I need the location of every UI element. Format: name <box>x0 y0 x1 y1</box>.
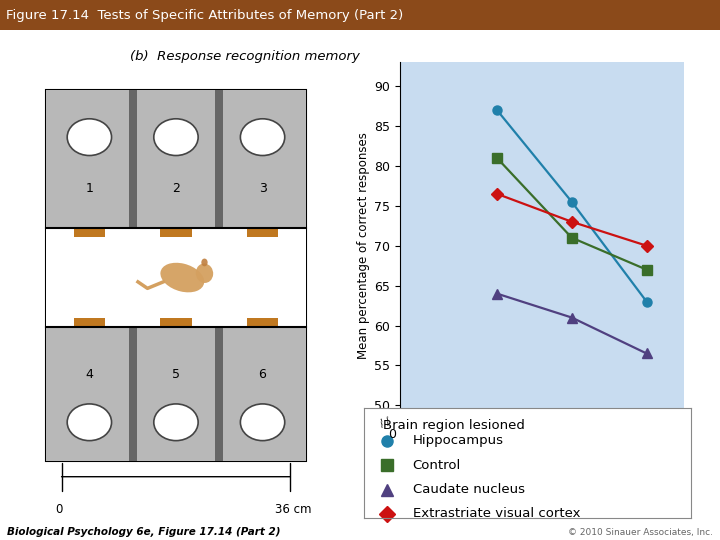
Bar <box>129 327 137 461</box>
Bar <box>215 327 223 461</box>
Text: 6: 6 <box>258 368 266 381</box>
Text: © 2010 Sinauer Associates, Inc.: © 2010 Sinauer Associates, Inc. <box>568 528 713 537</box>
Text: 0: 0 <box>388 428 396 441</box>
Bar <box>247 228 279 238</box>
Text: 2: 2 <box>172 183 180 195</box>
Bar <box>46 90 306 461</box>
Text: (b)  Response recognition memory: (b) Response recognition memory <box>130 50 359 63</box>
Bar <box>129 90 137 228</box>
Bar <box>160 318 192 327</box>
Bar <box>247 318 279 327</box>
Text: 4: 4 <box>86 368 94 381</box>
Text: 36 cm: 36 cm <box>275 503 312 516</box>
Bar <box>160 228 192 238</box>
Text: 3: 3 <box>258 183 266 195</box>
Bar <box>215 90 223 228</box>
X-axis label: Delay (s): Delay (s) <box>512 457 572 470</box>
Bar <box>129 90 137 461</box>
Text: 1: 1 <box>86 183 94 195</box>
Text: Extrastriate visual cortex: Extrastriate visual cortex <box>413 508 580 521</box>
Ellipse shape <box>67 119 112 156</box>
Bar <box>73 228 105 238</box>
Text: 5: 5 <box>172 368 180 381</box>
Bar <box>46 327 306 461</box>
Ellipse shape <box>202 259 207 266</box>
Ellipse shape <box>67 404 112 441</box>
Bar <box>215 90 223 461</box>
Y-axis label: Mean percentage of correct responses: Mean percentage of correct responses <box>356 132 369 359</box>
Text: Figure 17.14  Tests of Specific Attributes of Memory (Part 2): Figure 17.14 Tests of Specific Attribute… <box>6 9 403 22</box>
Ellipse shape <box>154 119 198 156</box>
Ellipse shape <box>240 119 284 156</box>
Bar <box>46 228 306 327</box>
Text: Hippocampus: Hippocampus <box>413 434 504 448</box>
Text: Control: Control <box>413 459 461 472</box>
Text: / /: / / <box>379 416 392 429</box>
Ellipse shape <box>240 404 284 441</box>
Ellipse shape <box>196 264 213 283</box>
Text: Brain region lesioned: Brain region lesioned <box>383 419 525 432</box>
Text: Caudate nucleus: Caudate nucleus <box>413 483 525 496</box>
Ellipse shape <box>161 263 204 292</box>
Text: Biological Psychology 6e, Figure 17.14 (Part 2): Biological Psychology 6e, Figure 17.14 (… <box>7 527 281 537</box>
Ellipse shape <box>154 404 198 441</box>
Bar <box>73 318 105 327</box>
Text: 0: 0 <box>55 503 63 516</box>
Bar <box>46 90 306 228</box>
